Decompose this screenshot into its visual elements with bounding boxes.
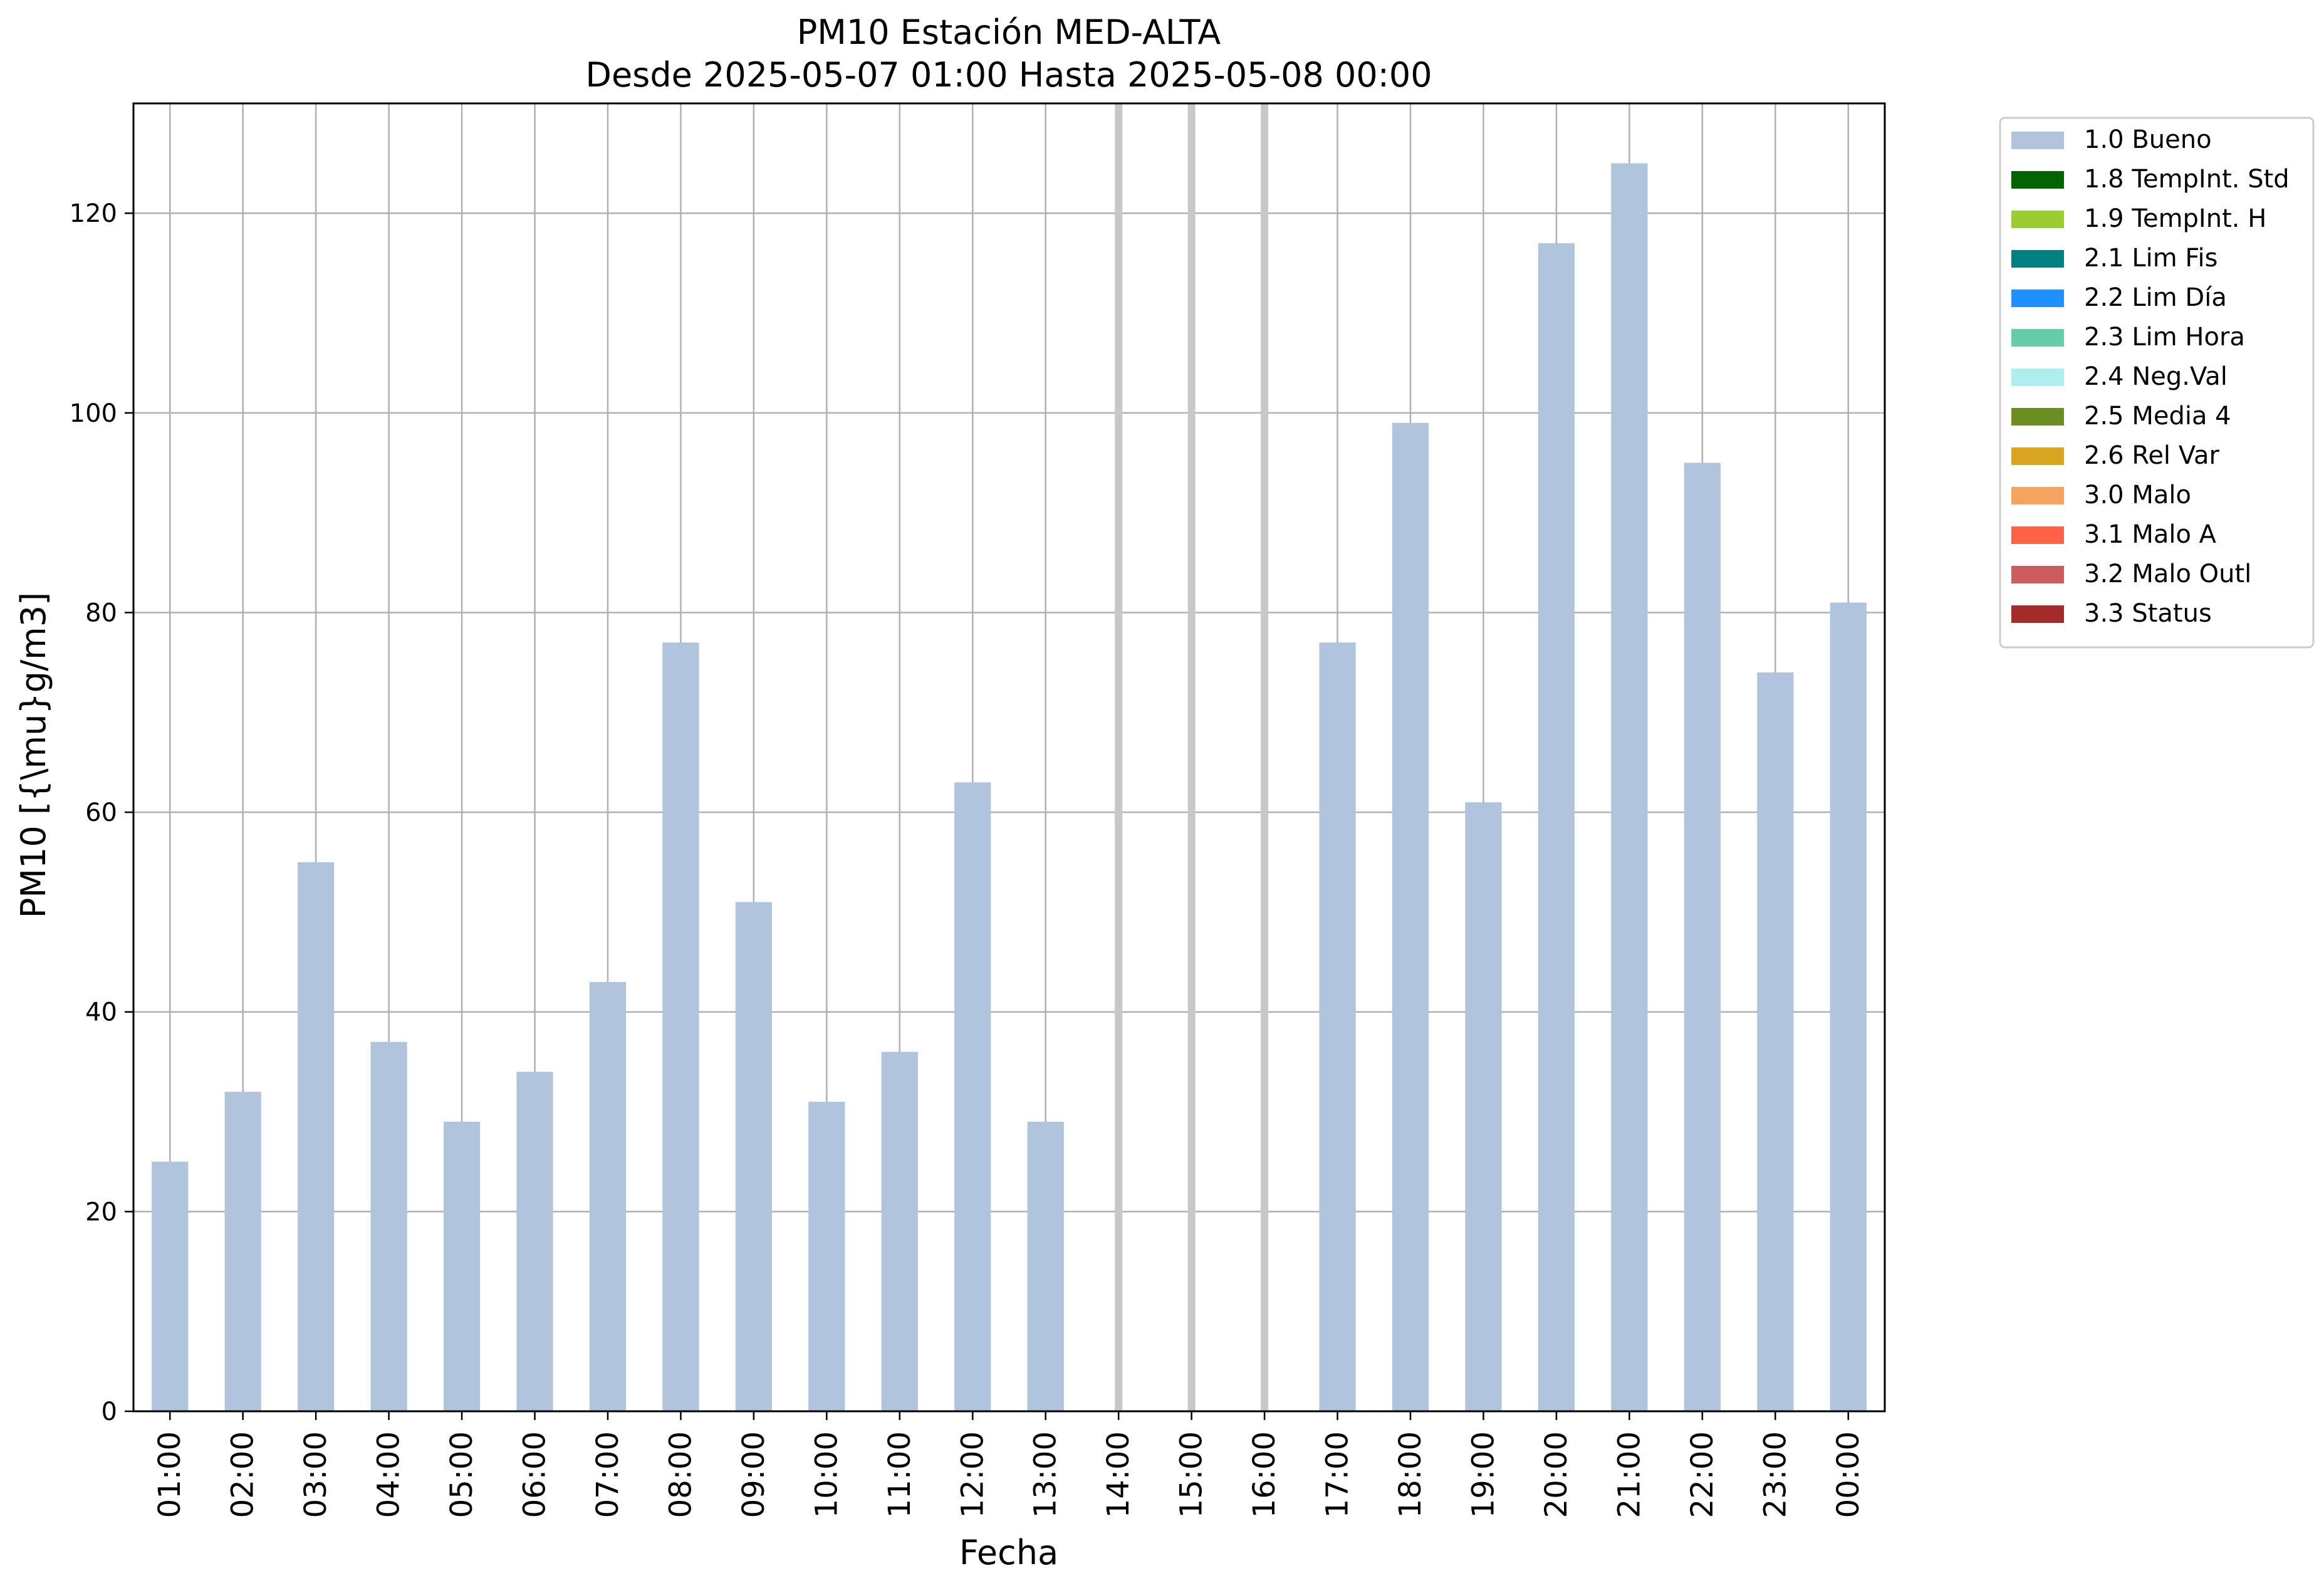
bar bbox=[224, 1092, 261, 1411]
legend-swatch bbox=[2011, 290, 2064, 307]
bar bbox=[881, 1052, 918, 1411]
legend-swatch bbox=[2011, 526, 2064, 544]
legend-label: 1.9 TempInt. H bbox=[2084, 204, 2266, 233]
bar bbox=[370, 1042, 407, 1411]
x-tick-label: 15:00 bbox=[1174, 1431, 1209, 1518]
x-tick-label: 17:00 bbox=[1320, 1431, 1355, 1518]
legend-label: 3.0 Malo bbox=[2084, 481, 2191, 509]
legend-swatch bbox=[2011, 605, 2064, 623]
legend-label: 3.2 Malo Outl bbox=[2084, 560, 2251, 588]
x-tick-label: 14:00 bbox=[1101, 1431, 1136, 1518]
missing-value-marker bbox=[1261, 103, 1269, 1411]
bar bbox=[1684, 462, 1721, 1411]
legend-box bbox=[1999, 117, 2315, 649]
y-tick-label: 100 bbox=[70, 399, 117, 428]
x-tick-label: 06:00 bbox=[518, 1431, 553, 1518]
legend-label: 2.1 Lim Fis bbox=[2084, 244, 2217, 273]
x-tick-label: 07:00 bbox=[590, 1431, 625, 1518]
x-axis-label: Fecha bbox=[959, 1533, 1058, 1572]
x-tick-label: 20:00 bbox=[1539, 1431, 1574, 1518]
x-tick-label: 16:00 bbox=[1247, 1431, 1282, 1518]
bar bbox=[1830, 602, 1867, 1411]
x-tick-label: 12:00 bbox=[955, 1431, 990, 1518]
x-tick-label: 08:00 bbox=[663, 1431, 698, 1518]
legend-swatch bbox=[2011, 487, 2064, 504]
legend-swatch bbox=[2011, 329, 2064, 347]
legend-label: 1.8 TempInt. Std bbox=[2084, 165, 2290, 194]
y-tick-label: 40 bbox=[85, 998, 117, 1027]
x-tick-label: 19:00 bbox=[1466, 1431, 1501, 1518]
legend-label: 2.3 Lim Hora bbox=[2084, 323, 2245, 352]
y-tick-label: 80 bbox=[85, 598, 117, 627]
x-tick-label: 23:00 bbox=[1758, 1431, 1793, 1518]
legend-label: 3.1 Malo A bbox=[2084, 520, 2217, 549]
missing-data-markers bbox=[1115, 103, 1269, 1411]
x-tick-label: 05:00 bbox=[444, 1431, 479, 1518]
legend-swatch bbox=[2011, 250, 2064, 268]
x-tick-label: 18:00 bbox=[1393, 1431, 1428, 1518]
bars bbox=[152, 163, 1867, 1412]
legend-label: 2.6 Rel Var bbox=[2084, 441, 2220, 470]
y-tick-label: 120 bbox=[70, 199, 117, 228]
x-tick-label: 21:00 bbox=[1612, 1431, 1647, 1518]
legend-label: 2.2 Lim Día bbox=[2084, 283, 2227, 312]
y-axis: 0 20 40 60 80 100 120 bbox=[70, 199, 133, 1426]
y-tick-label: 0 bbox=[102, 1397, 117, 1426]
legend-swatch bbox=[2011, 211, 2064, 228]
chart-title-line2: Desde 2025-05-07 01:00 Hasta 2025-05-08 … bbox=[585, 55, 1432, 95]
y-tick-label: 20 bbox=[85, 1198, 117, 1226]
bar bbox=[1465, 802, 1502, 1411]
x-tick-label: 01:00 bbox=[152, 1431, 187, 1518]
legend-label: 3.3 Status bbox=[2084, 599, 2212, 628]
y-axis-label: PM10 [{\mu}g/m3] bbox=[14, 592, 53, 918]
x-axis: 01:00 02:00 03:00 04:00 05:00 06:00 07:00 08:00… bbox=[152, 1411, 1866, 1518]
bar bbox=[1611, 163, 1648, 1412]
bar bbox=[1757, 672, 1794, 1411]
bar bbox=[1319, 642, 1356, 1411]
legend-label: 2.4 Neg.Val bbox=[2084, 362, 2228, 391]
legend: 1.0 Bueno 1.8 TempInt. Std 1.9 TempInt. H 2… bbox=[1999, 117, 2315, 649]
bar bbox=[298, 862, 335, 1411]
legend-swatch bbox=[2011, 171, 2064, 189]
legend-swatch bbox=[2011, 566, 2064, 583]
x-tick-label: 10:00 bbox=[809, 1431, 844, 1518]
missing-value-marker bbox=[1115, 103, 1123, 1411]
bar bbox=[1538, 243, 1575, 1411]
x-tick-label: 00:00 bbox=[1831, 1431, 1866, 1518]
legend-label: 2.5 Media 4 bbox=[2084, 402, 2231, 431]
legend-label: 1.0 Bueno bbox=[2084, 125, 2212, 154]
x-tick-label: 11:00 bbox=[882, 1431, 917, 1518]
plot-frame bbox=[132, 102, 1886, 1413]
bar bbox=[443, 1121, 481, 1411]
bar bbox=[1027, 1121, 1064, 1411]
legend-swatch bbox=[2011, 132, 2064, 149]
x-tick-label: 02:00 bbox=[226, 1431, 261, 1518]
x-tick-label: 03:00 bbox=[298, 1431, 333, 1518]
bar bbox=[152, 1161, 189, 1411]
x-tick-label: 13:00 bbox=[1028, 1431, 1063, 1518]
bar bbox=[735, 902, 773, 1411]
bar bbox=[516, 1072, 553, 1411]
legend-swatch bbox=[2011, 368, 2064, 386]
bar bbox=[808, 1102, 845, 1411]
bar bbox=[662, 642, 699, 1411]
bar bbox=[954, 782, 991, 1411]
x-tick-label: 04:00 bbox=[372, 1431, 407, 1518]
x-tick-label: 22:00 bbox=[1685, 1431, 1720, 1518]
bar bbox=[1392, 422, 1429, 1411]
missing-value-marker bbox=[1187, 103, 1196, 1411]
x-tick-label: 09:00 bbox=[736, 1431, 771, 1518]
legend-swatch bbox=[2011, 447, 2064, 465]
chart-title-line1: PM10 Estación MED-ALTA bbox=[797, 13, 1221, 52]
y-tick-label: 60 bbox=[85, 798, 117, 827]
legend-swatch bbox=[2011, 408, 2064, 426]
bar bbox=[589, 981, 627, 1411]
